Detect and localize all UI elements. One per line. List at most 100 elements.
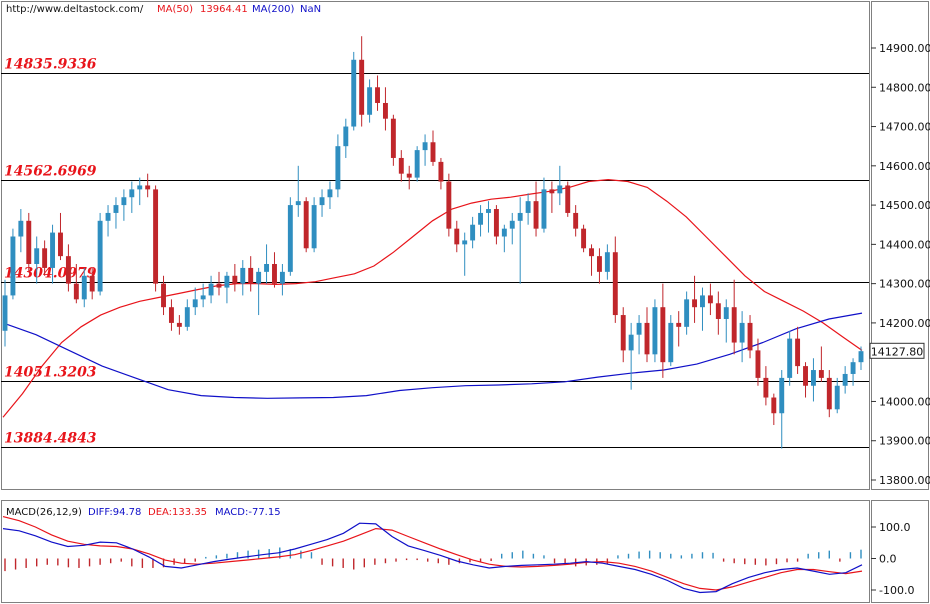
candle xyxy=(755,338,761,386)
candle xyxy=(34,236,40,284)
candle xyxy=(264,244,270,284)
candle xyxy=(644,307,650,363)
ma200-line xyxy=(2,312,863,399)
level-label: 14835.9336 xyxy=(4,57,97,73)
candle xyxy=(97,212,103,296)
level-label: 14051.3203 xyxy=(4,365,97,381)
candle xyxy=(121,189,127,221)
price-tick-label: 14300.00 xyxy=(879,278,930,291)
candle xyxy=(414,146,420,182)
candle xyxy=(707,283,713,316)
candle xyxy=(161,275,166,316)
candle xyxy=(279,264,285,296)
price-tick-label: 14200.00 xyxy=(879,317,930,330)
candle xyxy=(549,181,555,213)
candle xyxy=(541,177,547,233)
candle xyxy=(533,181,539,237)
price-tick-label: 14700.00 xyxy=(879,121,930,134)
candle xyxy=(58,212,63,261)
ma50-label: MA(50) xyxy=(157,4,193,15)
candle xyxy=(287,197,293,276)
ma50-line xyxy=(2,178,863,418)
candle xyxy=(525,193,531,225)
candle xyxy=(311,197,317,253)
candle xyxy=(351,51,357,131)
candle xyxy=(604,244,610,280)
candle xyxy=(375,75,380,111)
candle xyxy=(200,283,206,308)
macd-tick-label: 0.0 xyxy=(879,553,897,566)
candle xyxy=(810,358,816,402)
ma200-label: MA(200) xyxy=(252,4,294,15)
candle xyxy=(359,36,365,127)
candle xyxy=(390,114,396,166)
macd-dea: DEA:133.35 xyxy=(148,507,207,518)
candle xyxy=(715,291,721,335)
candle xyxy=(272,252,277,288)
candle xyxy=(454,220,460,253)
candle xyxy=(398,150,404,182)
candle xyxy=(684,291,690,335)
candle xyxy=(153,185,159,292)
candle xyxy=(2,279,8,347)
candle xyxy=(834,377,840,414)
price-axis-border xyxy=(871,1,929,490)
moving-averages xyxy=(2,178,863,418)
current-price-label: 14127.80 xyxy=(871,345,924,358)
candle xyxy=(652,299,658,363)
candle xyxy=(168,299,174,331)
current-price-marker: 14127.80 xyxy=(869,342,925,359)
ma50-value: 13964.41 xyxy=(200,4,248,15)
candle xyxy=(803,362,808,398)
candle xyxy=(668,315,674,367)
price-tick-label: 13900.00 xyxy=(879,435,930,448)
candle xyxy=(581,224,587,253)
candle xyxy=(517,197,523,284)
level-label: 14304.0979 xyxy=(4,266,97,282)
candle xyxy=(42,240,48,276)
candle xyxy=(367,79,373,123)
candle xyxy=(628,322,634,390)
candle xyxy=(636,315,642,355)
candle xyxy=(256,267,262,316)
macd-title: MACD(26,12,9) xyxy=(6,507,82,518)
candle xyxy=(129,181,135,213)
candle xyxy=(430,130,436,166)
candle xyxy=(26,212,32,272)
price-tick-label: 14900.00 xyxy=(879,42,930,55)
candle xyxy=(731,279,737,355)
candle xyxy=(224,271,230,304)
candle xyxy=(295,165,301,217)
candle xyxy=(438,157,444,190)
candle xyxy=(89,267,95,300)
candle xyxy=(192,287,198,316)
price-axis: 14900.00 14800.00 14700.00 14600.00 14500.00… xyxy=(871,42,930,487)
ma200-value: NaN xyxy=(300,4,321,15)
candle xyxy=(462,232,468,276)
price-tick-label: 13800.00 xyxy=(879,474,930,487)
candle xyxy=(248,256,254,292)
macd-value: MACD:-77.15 xyxy=(215,507,281,518)
candle xyxy=(81,267,87,308)
candle xyxy=(826,370,832,418)
candle xyxy=(858,346,864,371)
candle xyxy=(692,275,698,323)
candle xyxy=(739,311,745,363)
candle xyxy=(596,248,602,284)
candle xyxy=(10,228,16,300)
candle xyxy=(327,181,333,210)
level-label: 13884.4843 xyxy=(4,431,97,447)
candle xyxy=(486,201,491,233)
candle xyxy=(335,134,341,198)
macd-tick-label: -100.0 xyxy=(879,584,914,597)
candle xyxy=(382,87,388,131)
candle xyxy=(723,299,729,343)
candle xyxy=(113,197,119,229)
candle xyxy=(303,197,309,253)
source-url: http://www.deltastock.com/ xyxy=(6,4,144,15)
macd-axis-border xyxy=(871,500,929,603)
candle xyxy=(478,205,484,237)
candle xyxy=(343,118,349,158)
candle xyxy=(850,358,856,386)
